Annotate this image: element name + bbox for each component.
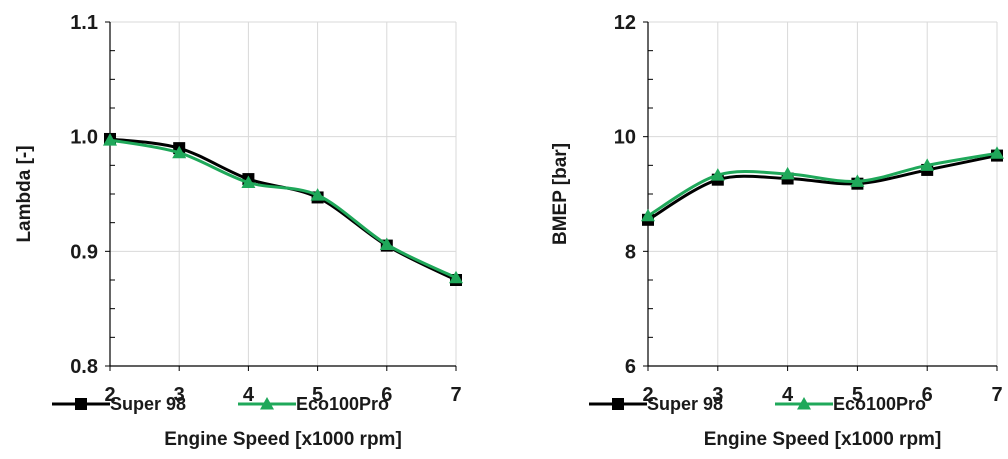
x-tick-label: 4 [243, 384, 255, 406]
legend: Super 98 Eco100Pro [589, 394, 926, 414]
series-line-2 [109, 138, 457, 280]
series-line-1 [109, 137, 457, 282]
y-tick-label: 8 [625, 241, 636, 263]
y-tick-label: 6 [625, 356, 636, 378]
legend-label: Super 98 [647, 394, 723, 414]
x-tick-label: 3 [174, 384, 185, 406]
data-point-triangle [850, 174, 865, 187]
x-tick-label: 7 [450, 384, 461, 406]
y-tick-label: 10 [614, 127, 636, 149]
data-point-triangle [172, 145, 187, 159]
data-point-triangle [103, 133, 117, 146]
x-tick-label: 7 [991, 384, 1002, 406]
x-tick-label: 3 [712, 384, 723, 406]
data-point-triangle [920, 158, 935, 171]
data-point-triangle [780, 166, 795, 180]
x-tick-label: 2 [104, 384, 115, 406]
chart-2: 6 8 10 12 2 3 4 5 6 7 Engine Speed [x1000 rpm] BMEP… [550, 12, 1004, 450]
x-tick-label: 4 [782, 384, 794, 406]
legend-label: Eco100Pro [833, 394, 926, 414]
data-point-triangle [710, 168, 725, 181]
data-point-triangle [310, 188, 325, 201]
data-point-triangle [990, 146, 1004, 159]
data-point-triangle [449, 270, 463, 284]
legend-marker-triangle [260, 397, 274, 410]
x-tick-label: 5 [312, 384, 323, 406]
y-tick-label: 1.0 [70, 127, 98, 149]
data-point-triangle [241, 175, 256, 189]
y-tick-label: 1.1 [70, 12, 98, 34]
x-tick-label: 6 [381, 384, 392, 406]
x-axis-label: Engine Speed [x1000 rpm] [704, 429, 942, 450]
chart-1: 0.8 0.9 1.0 1.1 2 3 4 5 6 7 Engine Speed [x1000 rp… [14, 12, 463, 450]
y-tick-label: 0.9 [70, 241, 98, 263]
legend-marker-triangle [797, 397, 811, 410]
x-tick-label: 5 [852, 384, 863, 406]
data-point-triangle [641, 208, 655, 222]
legend-label: Super 98 [110, 394, 186, 414]
x-tick-label: 6 [922, 384, 933, 406]
data-point-triangle [379, 237, 394, 250]
y-tick-label: 12 [614, 12, 636, 34]
y-axis-label: BMEP [bar] [550, 143, 571, 245]
legend-label: Eco100Pro [296, 394, 389, 414]
y-tick-label: 0.8 [70, 356, 98, 378]
x-tick-label: 2 [642, 384, 653, 406]
x-axis-label: Engine Speed [x1000 rpm] [164, 429, 402, 450]
series-line-1 [647, 154, 998, 222]
legend-marker-square [612, 398, 624, 410]
legend-marker-square [75, 398, 87, 410]
series-line-2 [647, 151, 998, 218]
legend: Super 98 Eco100Pro [52, 394, 389, 414]
y-axis-label: Lambda [-] [14, 145, 35, 242]
